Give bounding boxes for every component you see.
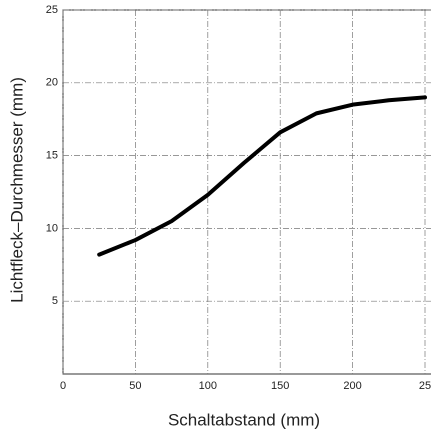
plot-frame [62, 9, 431, 375]
y-axis-title: Lichtfleck–Durchmesser (mm) [7, 77, 26, 303]
y-tick-label: 15 [46, 150, 58, 162]
x-tick-label: 25 [419, 380, 431, 392]
x-axis-title: Schaltabstand (mm) [168, 410, 320, 429]
data-line [97, 95, 427, 257]
y-tick-label: 10 [46, 222, 58, 234]
x-tick-label: 100 [199, 380, 217, 392]
y-tick-label: 20 [46, 77, 58, 89]
x-tick-label: 150 [271, 380, 289, 392]
y-tick-label: 5 [52, 295, 58, 307]
x-tick-label: 50 [129, 380, 141, 392]
x-tick-label: 200 [343, 380, 361, 392]
y-tick-label: 25 [46, 4, 58, 16]
x-tick-label: 0 [60, 380, 66, 392]
